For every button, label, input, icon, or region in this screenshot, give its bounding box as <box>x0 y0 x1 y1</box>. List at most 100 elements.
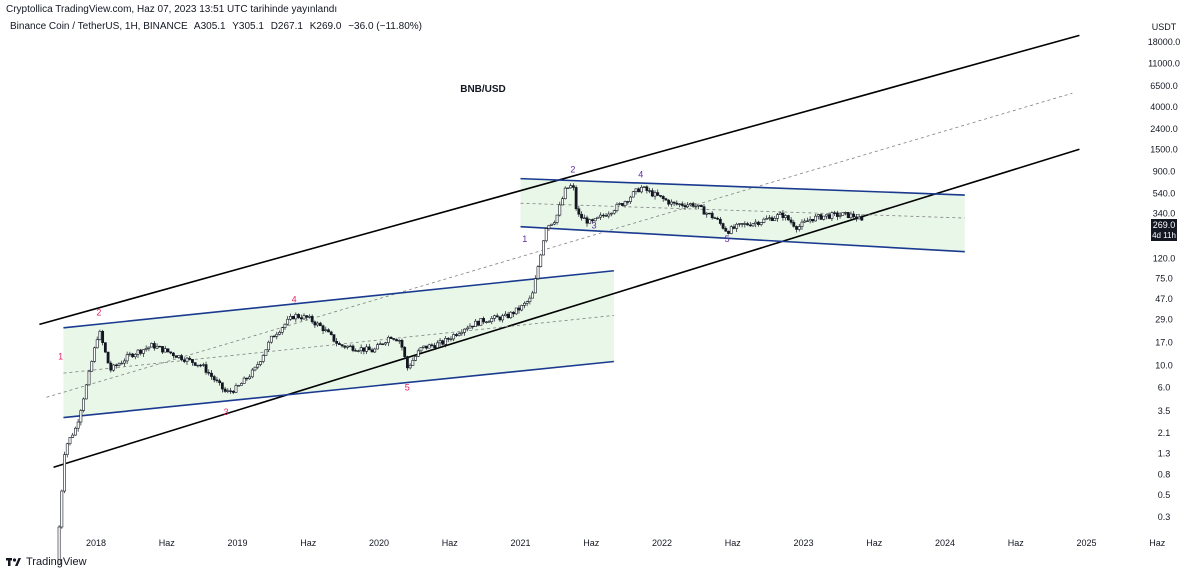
candle <box>754 219 758 228</box>
candle <box>835 210 839 221</box>
candles <box>57 183 864 565</box>
candle <box>784 214 788 221</box>
candle-body <box>441 340 445 345</box>
candle <box>433 342 437 350</box>
candle-body <box>318 322 322 327</box>
candle-body <box>797 226 801 230</box>
candle-body <box>634 188 638 192</box>
candle-body <box>128 353 132 356</box>
channel-line-range2-lower[interactable] <box>520 225 965 253</box>
candle-body <box>185 357 189 362</box>
candle <box>302 313 306 320</box>
candle-body <box>678 203 681 205</box>
candle <box>531 290 534 299</box>
candle <box>234 383 238 394</box>
wave-label-red-3: 3 <box>224 407 229 417</box>
candle-body <box>218 380 222 384</box>
candle <box>199 363 203 368</box>
candle-body <box>112 364 115 371</box>
candle-body <box>196 364 200 367</box>
channel-line-outer-lower[interactable] <box>53 148 1080 468</box>
candle-body <box>201 364 205 366</box>
y-axis-unit: USDT <box>1152 22 1177 32</box>
candle <box>544 227 548 243</box>
candle-body <box>199 364 203 367</box>
candle-body <box>811 219 815 222</box>
candle <box>63 451 66 494</box>
candle <box>335 338 339 347</box>
candle <box>114 363 118 369</box>
candle-body <box>95 339 99 349</box>
candle <box>253 366 257 372</box>
candle <box>408 363 412 370</box>
y-tick-label: 47.0 <box>1155 294 1173 304</box>
candle-body <box>337 343 341 345</box>
candle-body <box>158 345 162 348</box>
candle-body <box>757 221 760 225</box>
candle-body <box>629 196 632 202</box>
candle-body <box>220 382 224 390</box>
candle <box>237 384 241 387</box>
x-tick-label: Haz <box>159 538 176 548</box>
candle-body <box>566 187 570 189</box>
channel-line-range1-lower[interactable] <box>63 360 614 419</box>
candle-body <box>495 315 499 318</box>
candle-body <box>664 198 668 201</box>
candle-body <box>171 352 175 357</box>
candle <box>767 214 771 221</box>
candle-body <box>561 198 564 206</box>
candle-body <box>430 344 434 346</box>
candle <box>514 307 518 315</box>
candle-body <box>754 221 758 225</box>
candle-body <box>177 355 181 358</box>
candle-body <box>98 330 102 340</box>
candle <box>637 187 641 193</box>
y-tick-label: 2.1 <box>1158 428 1171 438</box>
candle-body <box>708 212 711 215</box>
candle-body <box>808 219 812 222</box>
candle-body <box>332 334 336 342</box>
candle <box>218 378 222 386</box>
candle-body <box>778 212 782 215</box>
candle <box>550 223 554 226</box>
candle-body <box>827 214 831 219</box>
candle <box>283 323 287 330</box>
channel-line-range2-mid[interactable] <box>520 202 965 219</box>
candle-body <box>795 226 798 230</box>
channel-line-range2-upper[interactable] <box>520 177 965 196</box>
candle-body <box>395 339 398 342</box>
candle-body <box>335 340 339 344</box>
y-tick-label: 1500.0 <box>1150 144 1178 154</box>
candle-body <box>806 220 809 222</box>
candle <box>460 329 464 336</box>
candle-body <box>354 350 358 352</box>
candle <box>152 341 156 351</box>
candle-body <box>373 348 377 353</box>
candle-body <box>680 203 684 206</box>
candle-body <box>351 345 355 351</box>
candle <box>577 205 581 217</box>
channel-line-range1-upper[interactable] <box>63 269 614 329</box>
candle <box>653 190 657 200</box>
candle <box>618 202 622 206</box>
candle <box>280 326 284 335</box>
candle-body <box>591 219 594 222</box>
candle <box>305 315 309 320</box>
tradingview-logo[interactable]: TradingView <box>6 556 87 568</box>
candle-body <box>623 201 627 206</box>
candle <box>748 222 752 227</box>
candle-body <box>210 372 213 377</box>
candle <box>566 187 570 189</box>
candle-body <box>87 370 91 386</box>
candle-body <box>803 220 807 223</box>
candle <box>623 200 627 208</box>
channel-line-outer-mid[interactable] <box>46 92 1073 398</box>
candle-body <box>854 216 858 220</box>
y-tick-label: 11000.0 <box>1148 58 1180 68</box>
candle-body <box>542 240 545 256</box>
candle-body <box>509 311 513 318</box>
candle-body <box>751 223 755 227</box>
x-tick-label: Haz <box>1149 538 1166 548</box>
candle-body <box>109 362 113 371</box>
